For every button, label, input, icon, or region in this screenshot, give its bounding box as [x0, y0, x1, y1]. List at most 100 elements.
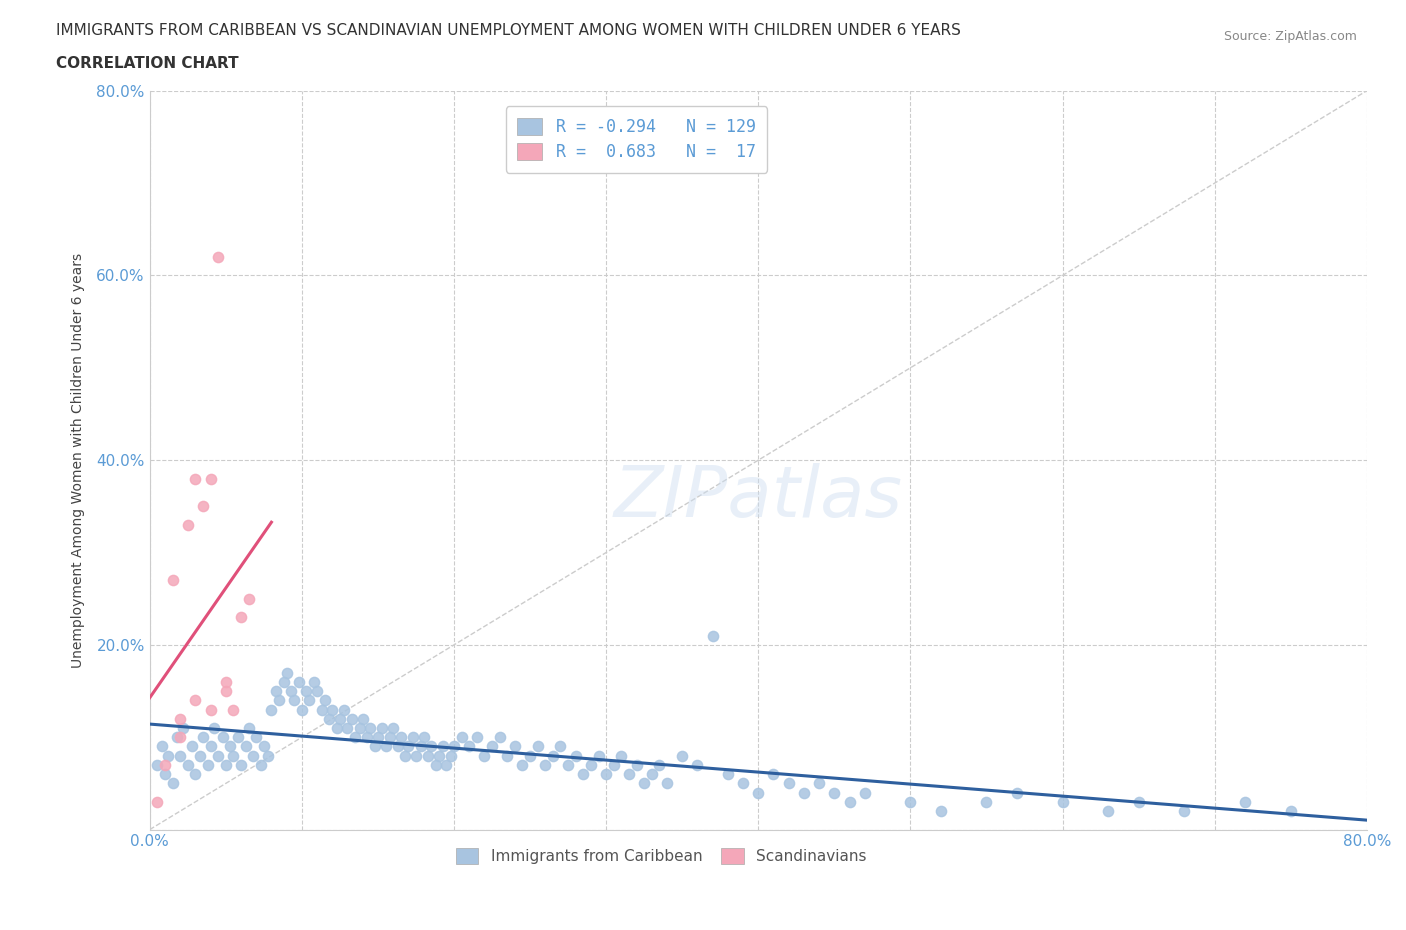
Point [222, 702, 245, 717]
Point [288, 674, 311, 689]
Point [648, 758, 671, 773]
Point [550, 739, 572, 754]
Point [382, 721, 405, 736]
Point [626, 758, 648, 773]
Point [617, 766, 640, 781]
Point [389, 730, 412, 745]
Point [267, 693, 290, 708]
Y-axis label: Unemployment Among Women with Children Under 6 years: Unemployment Among Women with Children U… [72, 253, 86, 668]
Point [249, 758, 271, 773]
Point [181, 739, 204, 754]
Point [731, 776, 754, 790]
Point [191, 730, 214, 745]
Point [427, 749, 450, 764]
Point [344, 730, 367, 745]
Point [172, 721, 194, 736]
Point [778, 776, 800, 790]
Point [307, 684, 329, 698]
Legend: Immigrants from Caribbean, Scandinavians: Immigrants from Caribbean, Scandinavians [450, 842, 872, 870]
Point [686, 758, 709, 773]
Point [526, 739, 548, 754]
Point [340, 711, 363, 726]
Point [200, 472, 222, 486]
Point [314, 693, 336, 708]
Point [541, 749, 564, 764]
Point [420, 739, 443, 754]
Point [336, 721, 359, 736]
Point [257, 749, 280, 764]
Point [184, 693, 207, 708]
Point [184, 766, 207, 781]
Point [503, 739, 526, 754]
Point [253, 739, 276, 754]
Point [378, 730, 401, 745]
Point [177, 758, 200, 773]
Point [496, 749, 519, 764]
Point [260, 702, 283, 717]
Point [458, 739, 481, 754]
Point [595, 766, 617, 781]
Text: Source: ZipAtlas.com: Source: ZipAtlas.com [1223, 30, 1357, 43]
Point [434, 758, 457, 773]
Point [352, 711, 374, 726]
Point [564, 749, 586, 764]
Point [311, 702, 333, 717]
Point [169, 711, 191, 726]
Point [326, 721, 349, 736]
Point [302, 674, 325, 689]
Point [900, 794, 922, 809]
Point [443, 739, 465, 754]
Point [1005, 785, 1028, 800]
Point [793, 785, 815, 800]
Point [440, 749, 463, 764]
Point [215, 758, 238, 773]
Point [191, 498, 214, 513]
Point [188, 749, 211, 764]
Text: CORRELATION CHART: CORRELATION CHART [56, 56, 239, 71]
Point [717, 766, 740, 781]
Point [177, 517, 200, 532]
Point [1052, 794, 1074, 809]
Point [222, 749, 245, 764]
Point [295, 684, 318, 698]
Point [610, 749, 633, 764]
Point [146, 758, 169, 773]
Point [211, 730, 233, 745]
Point [387, 739, 409, 754]
Point [702, 628, 724, 643]
Point [276, 665, 298, 680]
Point [219, 739, 242, 754]
Point [432, 739, 454, 754]
Point [215, 674, 238, 689]
Point [169, 730, 191, 745]
Point [207, 749, 229, 764]
Point [207, 249, 229, 264]
Point [242, 749, 264, 764]
Point [367, 730, 389, 745]
Point [481, 739, 503, 754]
Point [557, 758, 579, 773]
Point [823, 785, 845, 800]
Point [374, 739, 396, 754]
Point [153, 766, 176, 781]
Point [356, 730, 378, 745]
Point [280, 684, 302, 698]
Point [166, 730, 188, 745]
Point [245, 730, 267, 745]
Point [200, 739, 222, 754]
Point [273, 674, 295, 689]
Point [153, 758, 176, 773]
Point [197, 758, 219, 773]
Point [976, 794, 998, 809]
Point [238, 591, 260, 606]
Point [371, 721, 394, 736]
Point [1097, 804, 1119, 818]
Point [655, 776, 678, 790]
Point [146, 794, 169, 809]
Point [1128, 794, 1150, 809]
Point [641, 766, 664, 781]
Point [603, 758, 626, 773]
Point [329, 711, 352, 726]
Point [169, 749, 191, 764]
Point [929, 804, 952, 818]
